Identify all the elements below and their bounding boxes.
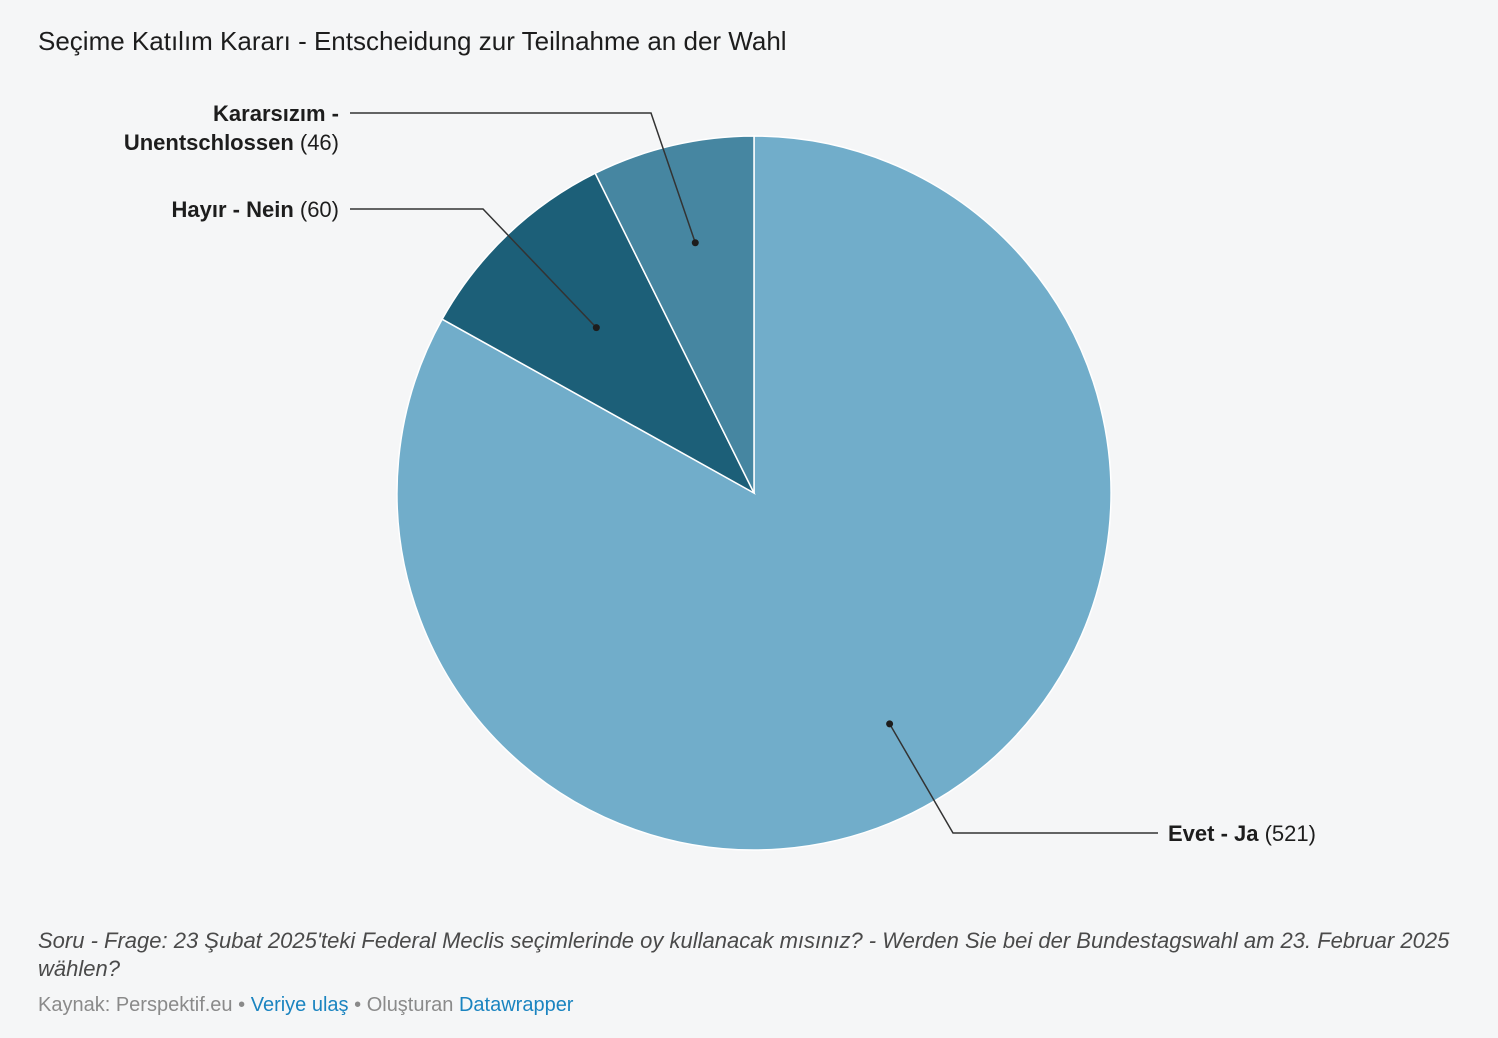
footer-separator: • [238,994,246,1016]
source-label: Kaynak: [38,994,111,1016]
created-label: Oluşturan [366,994,454,1016]
leader-line-2 [350,208,597,329]
leader-dot-3 [691,239,699,247]
chart-footer: Kaynak: Perspektif.eu • Veriye ulaş • Ol… [38,994,573,1017]
slice-labels: Evet - Ja (521) Hayır - Nein (60) Kararsız… [124,101,1316,846]
datawrapper-link[interactable]: Datawrapper [458,994,574,1016]
pie-slice-3 [594,135,755,494]
get-data-link[interactable]: Veriye ulaş [250,994,349,1016]
pie-slices [396,135,1112,851]
footer-separator-2: • [354,994,362,1016]
chart-notes: Soru - Frage: 23 Şubat 2025'teki Federal… [38,928,1450,981]
chart-title: Seçime Katılım Kararı - Entscheidung zur… [38,26,787,56]
leader-line-1 [888,723,1158,834]
leader-dot-2 [592,324,600,332]
slice-label-1: Evet - Ja (521) [1168,821,1316,846]
leader-dot-1 [886,720,894,728]
leader-line-3 [350,112,696,243]
label-leaders [350,112,1158,834]
slice-label-2: Hayır - Nein (60) [172,197,340,222]
source-name: Perspektif.eu [115,994,233,1016]
slice-label-3: Kararsızım -Unentschlossen (46) [124,101,339,155]
